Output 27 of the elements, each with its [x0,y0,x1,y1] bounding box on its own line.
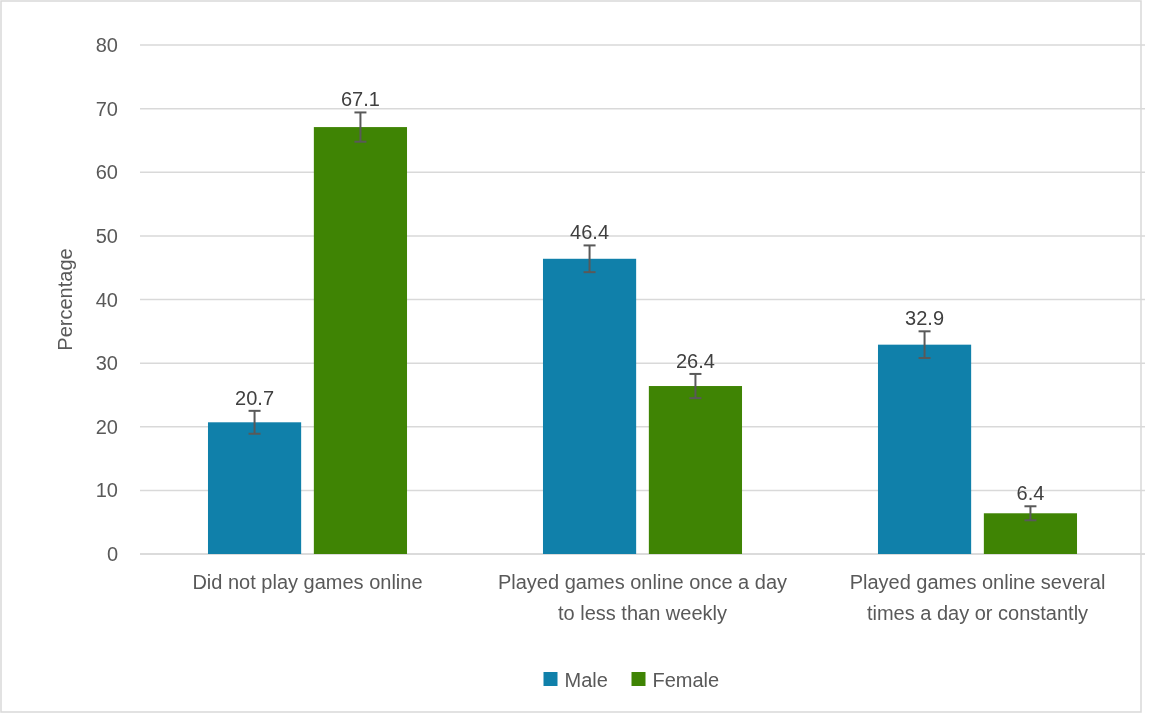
y-tick-label: 50 [95,224,118,247]
bar [983,513,1078,554]
data-label: 20.7 [235,386,275,409]
x-tick-label: Played games online several times a day or constantly [849,571,1106,624]
legend-label: Male [564,669,608,691]
data-label: 46.4 [570,221,610,244]
y-tick-label: 40 [95,288,118,311]
data-label: 67.1 [340,88,380,111]
y-tick-label: 60 [95,161,118,184]
y-tick-label: 30 [95,352,118,375]
bar [313,127,408,554]
y-tick-label: 0 [106,543,118,565]
x-tick-label: Played games online once a day to less than weekly [497,571,788,624]
bar [542,258,637,554]
y-tick-label: 80 [95,34,118,56]
y-tick-label: 10 [95,479,118,502]
data-label: 32.9 [905,307,945,330]
x-tick-label: Did not play games online [192,571,423,593]
bar [877,344,972,554]
data-label: 26.4 [675,349,715,372]
y-axis-title: Percentage [54,248,76,351]
legend-label: Female [652,669,720,691]
bar [648,386,743,554]
data-label: 6.4 [1016,482,1045,505]
y-tick-label: 20 [95,415,118,438]
y-tick-label: 70 [95,97,118,120]
bar [207,422,302,554]
